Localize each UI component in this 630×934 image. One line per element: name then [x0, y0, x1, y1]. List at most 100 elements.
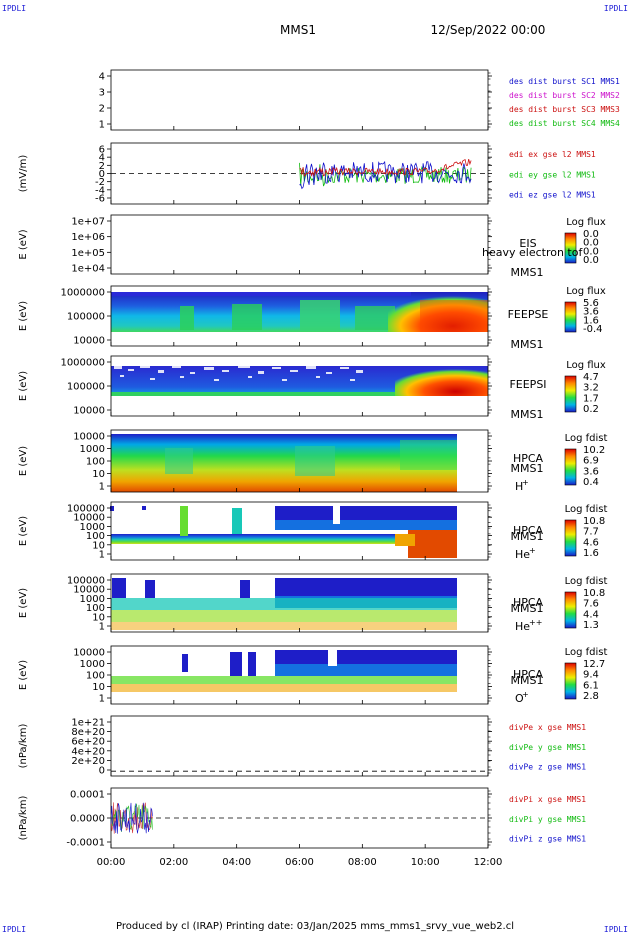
- instrument-label-hpca_hepp: HPCA: [513, 596, 544, 609]
- instrument-label-hpca_h: HPCA: [513, 452, 544, 465]
- colorbar-value-feepsi-2: 1.7: [583, 393, 599, 404]
- spacecraft-label-feepse: MMS1: [511, 338, 544, 351]
- ytick-label-divpi-0: 0.0001: [70, 790, 105, 801]
- ytick-label-hpca_he-4: 10: [92, 540, 105, 551]
- ytick-label-dist-2: 2: [99, 104, 105, 115]
- ytick-label-edi-0: 6: [99, 145, 105, 156]
- instrument-label-hpca_he: HPCA: [513, 524, 544, 537]
- instrument-label-hpca_o: HPCA: [513, 668, 544, 681]
- colorbar-value-feepse-0: 5.6: [583, 298, 599, 309]
- xtick-label-3: 06:00: [285, 857, 314, 868]
- ytick-label-hpca_h-2: 100: [86, 457, 105, 468]
- header-spacecraft: MMS1: [280, 23, 316, 37]
- colorbar-title-eis: Log flux: [566, 217, 606, 228]
- ytick-label-feepsi-2: 10000: [73, 406, 105, 417]
- ytick-label-divpi-2: -0.0001: [66, 838, 105, 849]
- colorbar-value-eis-3: 0.0: [583, 255, 599, 266]
- ytick-label-hpca_o-2: 100: [86, 671, 105, 682]
- panel-frame-divpe: [110, 715, 489, 777]
- corner-label-bottom-left: IPDLI: [2, 925, 26, 934]
- colorbar-value-feepsi-3: 0.2: [583, 404, 599, 415]
- colorbar-value-hpca_he-0: 10.8: [583, 516, 605, 527]
- spacecraft-label-hpca_he: MMS1: [511, 530, 544, 543]
- legend-divpi-1: divPi y gse MMS1: [509, 815, 586, 824]
- xtick-label-5: 10:00: [411, 857, 440, 868]
- colorbar-value-eis-0: 0.0: [583, 229, 599, 240]
- species-label-hpca_he: He: [515, 548, 530, 561]
- colorbar-value-hpca_he-3: 1.6: [583, 548, 599, 559]
- colorbar-value-hpca_o-2: 6.1: [583, 680, 599, 691]
- legend-dist-1: des dist burst SC2 MMS2: [509, 91, 620, 100]
- ytick-label-hpca_hepp-3: 100: [86, 603, 105, 614]
- species-label-hpca_hepp: He: [515, 620, 530, 633]
- colorbar-title-hpca_h: Log fdist: [565, 433, 608, 444]
- ylabel-feepse: E (eV): [18, 301, 29, 331]
- ytick-label-hpca_h-4: 1: [99, 482, 105, 493]
- hpca-hepp-heatmap: [111, 578, 457, 630]
- feepse-heatmap: [111, 292, 488, 332]
- ytick-label-edi-1: 4: [99, 153, 105, 164]
- ytick-label-hpca_he-5: 1: [99, 550, 105, 561]
- colorbar-value-hpca_he-1: 7.7: [583, 527, 599, 538]
- ytick-label-feepse-0: 1000000: [60, 288, 105, 299]
- hpca-h-heatmap: [111, 434, 457, 492]
- hpca-o-heatmap: [111, 650, 457, 692]
- header-date: 12/Sep/2022 00:00: [431, 23, 546, 37]
- charge-label-hpca_h: +: [522, 478, 529, 487]
- legend-dist-0: des dist burst SC1 MMS1: [509, 77, 620, 86]
- ytick-label-hpca_hepp-1: 10000: [73, 585, 105, 596]
- ytick-label-divpi-1: 0.0000: [70, 814, 105, 825]
- colorbar-value-hpca_h-3: 0.4: [583, 477, 599, 488]
- edi-ez-trace: [299, 160, 472, 190]
- ytick-label-hpca_h-0: 10000: [73, 432, 105, 443]
- colorbar-value-feepsi-0: 4.7: [583, 372, 599, 383]
- ylabel-edi: (mV/m): [18, 155, 29, 193]
- ytick-label-feepsi-1: 100000: [67, 382, 105, 393]
- instrument-label-feepsi: FEEPSI: [509, 378, 546, 391]
- colorbar-value-hpca_hepp-3: 1.3: [583, 620, 599, 631]
- xtick-label-6: 12:00: [474, 857, 503, 868]
- colorbar-value-feepse-1: 3.6: [583, 307, 599, 318]
- legend-edi-2: edi ez gse l2 MMS1: [509, 191, 596, 200]
- instrument-label-feepse: FEEPSE: [508, 308, 549, 321]
- ytick-label-edi-2: 2: [99, 161, 105, 172]
- ytick-label-hpca_hepp-2: 1000: [80, 594, 105, 605]
- species-label-hpca_h: H: [515, 480, 523, 493]
- ytick-label-divpe-4: 2e+20: [71, 756, 105, 767]
- ylabel-hpca_o: E (eV): [18, 660, 29, 690]
- legend-edi-0: edi ex gse l2 MMS1: [509, 150, 596, 159]
- instrument-label-eis: EIS: [519, 237, 536, 250]
- ylabel-divpe: (nPa/km): [18, 724, 29, 769]
- ytick-label-divpe-1: 8e+20: [71, 727, 105, 738]
- charge-label-hpca_o: +: [522, 690, 529, 699]
- ytick-label-divpe-2: 6e+20: [71, 737, 105, 748]
- ytick-label-hpca_he-0: 100000: [67, 504, 105, 515]
- legend-divpe-2: divPe z gse MMS1: [509, 763, 586, 772]
- ytick-label-feepse-2: 10000: [73, 336, 105, 347]
- colorbar-value-eis-2: 0.0: [583, 246, 599, 257]
- legend-edi-1: edi ey gse l2 MMS1: [509, 170, 596, 179]
- corner-label-left: IPDLI: [2, 4, 26, 13]
- chart-generated: 4 3 2 1 des dist burst SC1 MMS1 des dist burs…: [18, 69, 620, 868]
- xtick-label-1: 02:00: [159, 857, 188, 868]
- edi-ey-trace: [299, 162, 472, 187]
- corner-label-bottom-right: IPDLI: [604, 925, 628, 934]
- colorbar-value-hpca_h-2: 3.6: [583, 466, 599, 477]
- colorbar-title-hpca_o: Log fdist: [565, 647, 608, 658]
- legend-divpi-2: divPi z gse MMS1: [509, 835, 586, 844]
- colorbar-value-hpca_o-0: 12.7: [583, 659, 605, 670]
- overlay-label-eis: heavy electron tof: [482, 246, 583, 259]
- ylabel-hpca_hepp: E (eV): [18, 588, 29, 618]
- ylabel-eis: E (eV): [18, 229, 29, 259]
- colorbar-value-hpca_hepp-0: 10.8: [583, 588, 605, 599]
- ytick-label-hpca_o-1: 1000: [80, 659, 105, 670]
- ytick-label-hpca_h-3: 10: [92, 469, 105, 480]
- ytick-label-hpca_he-3: 100: [86, 531, 105, 542]
- colorbar-value-feepse-2: 1.6: [583, 315, 599, 326]
- ytick-label-hpca_o-3: 10: [92, 682, 105, 693]
- charge-label-hpca_hepp: ++: [529, 618, 542, 627]
- ytick-label-divpe-0: 1e+21: [71, 718, 105, 729]
- edi-ex-trace: [299, 159, 472, 178]
- spacecraft-label-hpca_hepp: MMS1: [511, 602, 544, 615]
- legend-divpe-0: divPe x gse MMS1: [509, 723, 586, 732]
